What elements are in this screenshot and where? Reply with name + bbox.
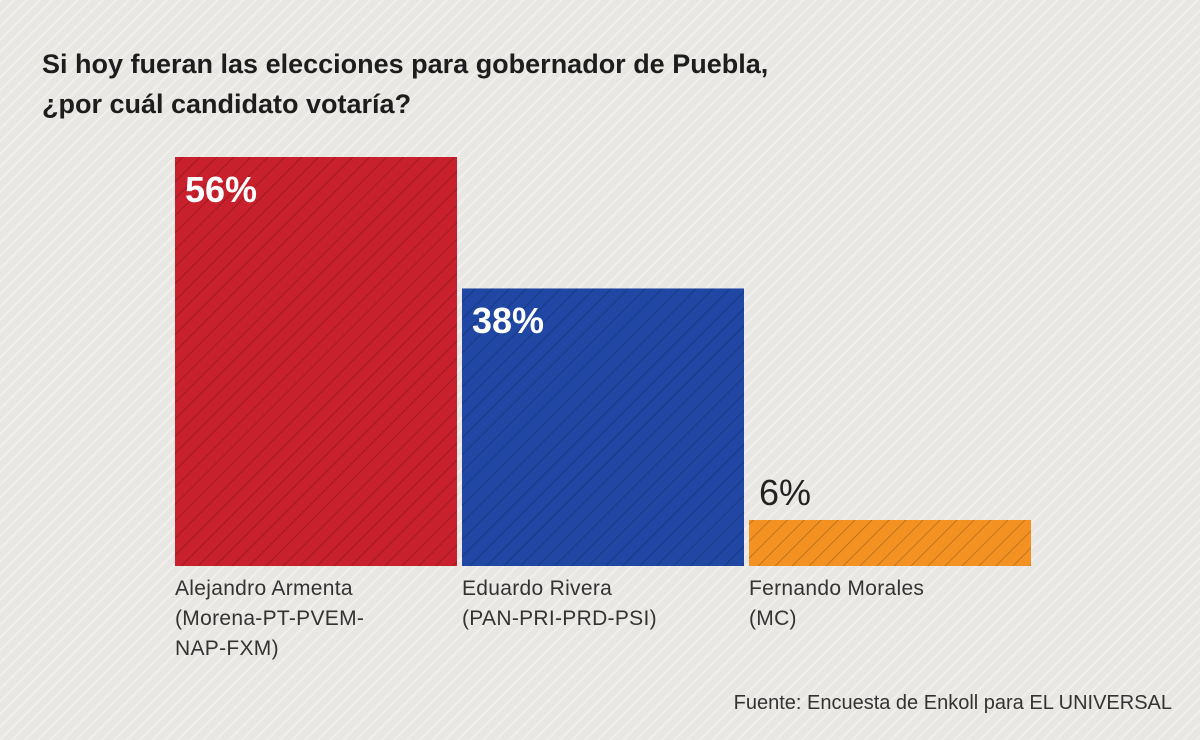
category-label-2: Eduardo Rivera (PAN-PRI-PRD-PSI) [462, 574, 657, 634]
category-label-line: Alejandro Armenta [175, 577, 353, 600]
bar-hatch-3 [749, 520, 1031, 566]
chart-title: Si hoy fueran las elecciones para gobern… [42, 44, 768, 124]
category-label-line: Fernando Morales [749, 577, 925, 600]
data-label-1: 56% [185, 169, 258, 210]
data-label-3: 6% [759, 472, 812, 513]
category-label-line: NAP-FXM) [175, 637, 279, 660]
bar-hatch-2 [462, 288, 744, 566]
chart-title-line-2: ¿por cuál candidato votaría? [42, 89, 412, 119]
bar-hatch-1 [175, 157, 457, 566]
category-label-line: (PAN-PRI-PRD-PSI) [462, 607, 657, 630]
category-label-line: (MC) [749, 607, 797, 630]
data-label-2: 38% [472, 300, 545, 342]
category-label-3: Fernando Morales (MC) [749, 574, 924, 634]
category-label-line: (Morena-PT-PVEM- [175, 607, 365, 630]
chart-title-line-1: Si hoy fueran las elecciones para gobern… [42, 49, 769, 79]
source-note: Fuente: Encuesta de Enkoll para EL UNIVE… [733, 692, 1172, 714]
category-label-line: Eduardo Rivera [462, 577, 613, 600]
category-label-1: Alejandro Armenta (Morena-PT-PVEM- NAP-FXM… [175, 574, 364, 664]
